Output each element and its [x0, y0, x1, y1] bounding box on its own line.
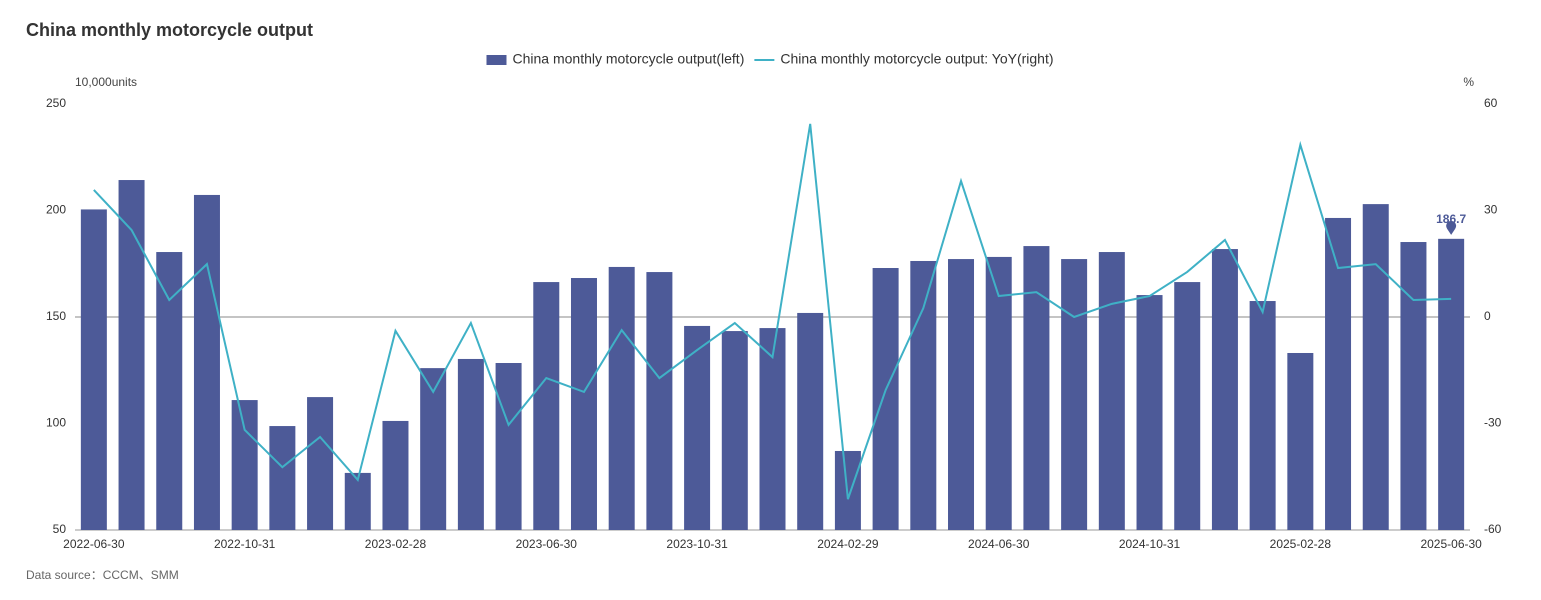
bar	[1362, 204, 1389, 531]
label-pin	[1446, 220, 1457, 235]
bar	[156, 252, 183, 530]
bar	[307, 397, 334, 530]
bar	[570, 278, 597, 530]
bar	[382, 420, 409, 530]
bar	[1249, 301, 1276, 530]
y-tick-label: 100	[46, 416, 66, 430]
y2-tick-label: -60	[1484, 522, 1502, 536]
bar	[985, 256, 1012, 530]
bar	[1211, 249, 1238, 531]
x-tick-label: 2023-10-31	[666, 537, 728, 551]
bar	[1438, 238, 1465, 531]
bar	[1098, 252, 1125, 530]
x-tick-label: 2025-02-28	[1270, 537, 1332, 551]
bar	[1136, 295, 1163, 530]
bar	[269, 426, 296, 530]
bar	[608, 266, 635, 530]
bar	[344, 472, 371, 530]
bar	[533, 282, 560, 530]
bar	[80, 209, 107, 530]
x-tick-label: 2022-06-30	[63, 537, 125, 551]
x-tick-label: 2024-06-30	[968, 537, 1030, 551]
bar	[1400, 242, 1427, 531]
y-tick-label: 250	[46, 96, 66, 110]
bar	[193, 194, 220, 531]
bar	[759, 328, 786, 530]
bar	[872, 268, 899, 530]
y-axis-label: 10,000units	[75, 75, 137, 89]
legend-swatch	[486, 55, 507, 65]
bar	[1287, 352, 1314, 530]
data-label: 186.7	[1436, 212, 1466, 226]
bar	[721, 331, 748, 530]
y2-tick-label: -30	[1484, 416, 1502, 430]
source-note: Data source：CCCM、SMM	[26, 568, 179, 582]
bar	[910, 260, 937, 530]
x-tick-label: 2022-10-31	[214, 537, 276, 551]
legend-label: China monthly motorcycle output(left)	[512, 51, 744, 67]
bar	[457, 358, 484, 530]
line-series	[93, 123, 1452, 500]
x-tick-label: 2024-02-29	[817, 537, 879, 551]
bar	[118, 180, 145, 530]
y2-axis-label: %	[1463, 75, 1474, 89]
bar	[495, 363, 522, 530]
y2-tick-label: 60	[1484, 96, 1498, 110]
y-tick-label: 200	[46, 203, 66, 217]
bar	[231, 400, 258, 530]
bar	[1325, 217, 1352, 530]
y2-tick-label: 0	[1484, 309, 1491, 323]
bar	[1174, 282, 1201, 530]
bar	[948, 259, 975, 530]
bar	[420, 368, 447, 530]
x-tick-label: 2023-06-30	[516, 537, 578, 551]
x-tick-label: 2024-10-31	[1119, 537, 1181, 551]
bar	[684, 325, 711, 530]
bar	[1061, 259, 1088, 530]
x-tick-label: 2023-02-28	[365, 537, 427, 551]
bar	[797, 312, 824, 530]
bar	[646, 272, 673, 530]
chart-title: China monthly motorcycle output	[26, 20, 313, 40]
y-tick-label: 150	[46, 309, 66, 323]
legend-label: China monthly motorcycle output: YoY(rig…	[780, 51, 1053, 67]
y-tick-label: 50	[53, 522, 67, 536]
x-tick-label: 2025-06-30	[1420, 537, 1482, 551]
y2-tick-label: 30	[1484, 203, 1498, 217]
bar	[1023, 246, 1050, 531]
